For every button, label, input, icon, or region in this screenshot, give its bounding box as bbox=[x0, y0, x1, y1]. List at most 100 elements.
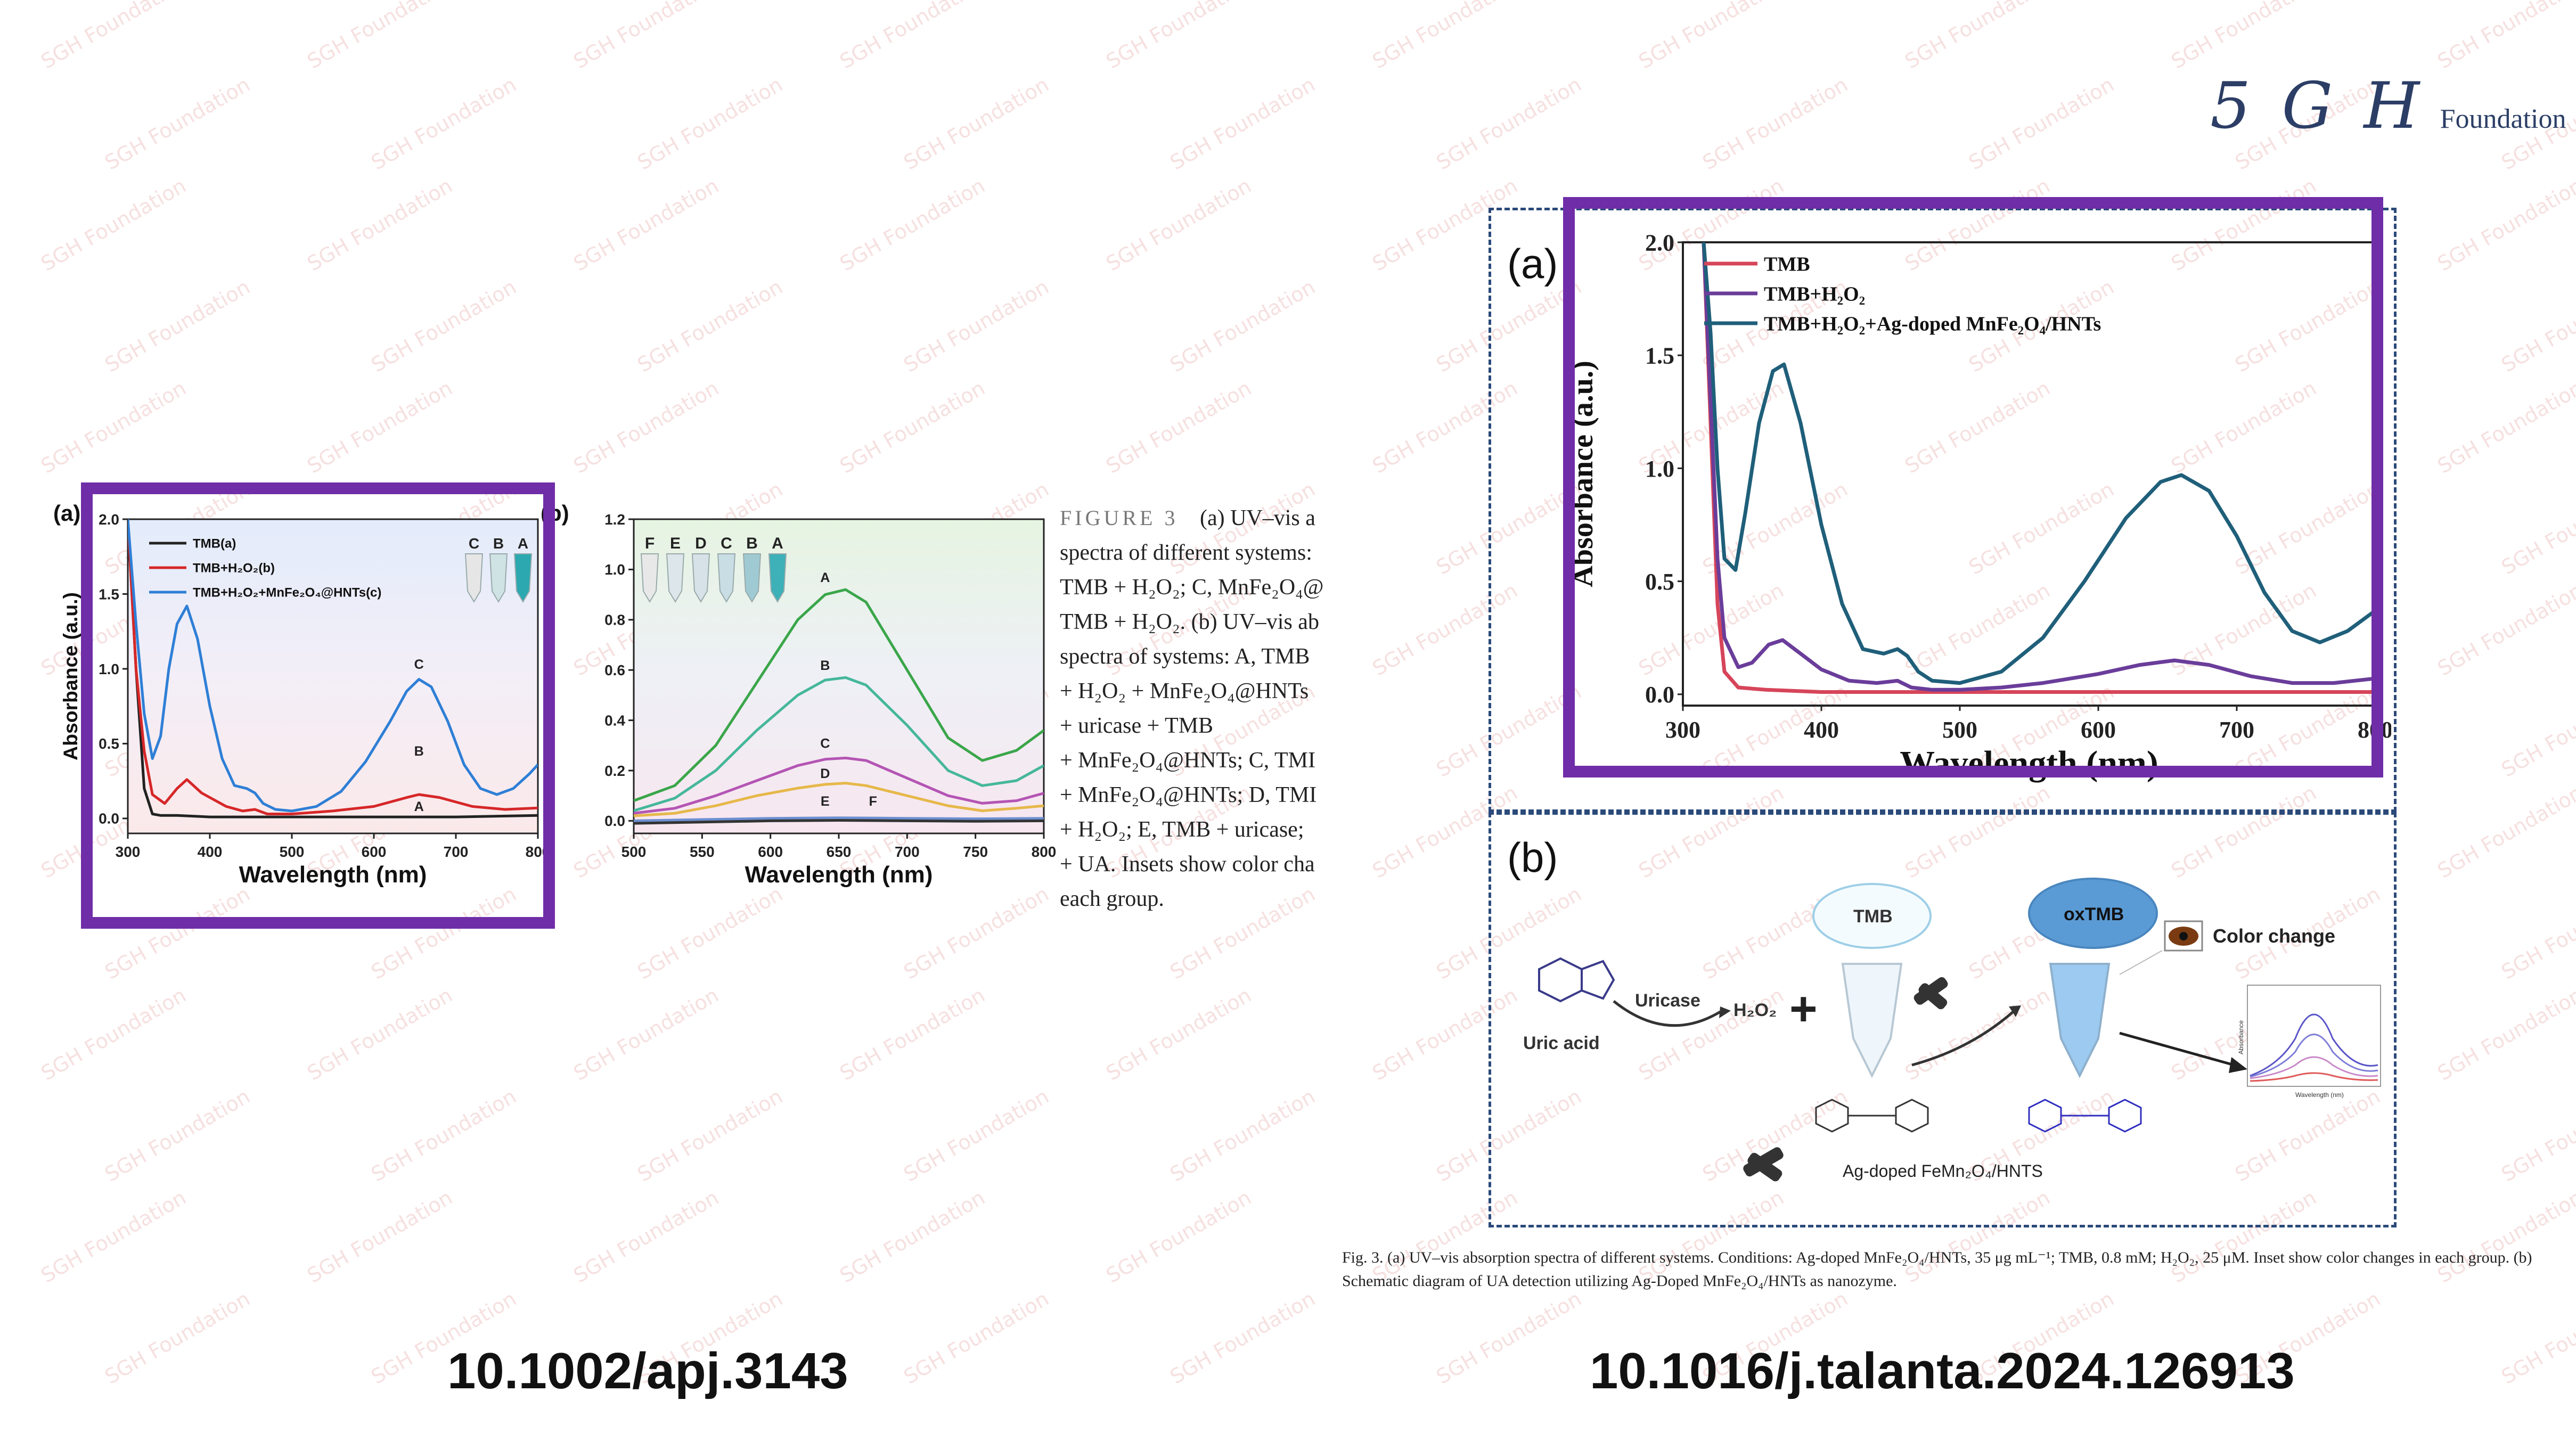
detect-arrow bbox=[2119, 1032, 2235, 1067]
uricase-arrowhead bbox=[1719, 1006, 1731, 1018]
uricase-arrow bbox=[1613, 1000, 1721, 1027]
legend-label: TMB bbox=[1764, 253, 1810, 275]
y-tick-label: 0.6 bbox=[604, 662, 625, 678]
caption-line: + uricase + TMB bbox=[1060, 714, 1214, 738]
caption-line: spectra of different systems: bbox=[1060, 541, 1312, 565]
inset-tube bbox=[768, 553, 787, 603]
nanozyme-label: Ag-doped FeMn₂O₄/HNTS bbox=[1843, 1161, 2043, 1181]
x-tick-label: 700 bbox=[444, 844, 469, 860]
x-axis-label: Wavelength (nm) bbox=[239, 862, 427, 888]
watermark-text: SGH Foundation bbox=[2497, 680, 2576, 782]
caption-line: (a) UV–vis a bbox=[1199, 506, 1315, 530]
y-tick-label: 2.0 bbox=[1645, 230, 1674, 256]
legend-label: TMB(a) bbox=[193, 536, 236, 551]
left-highlight-frame bbox=[81, 482, 555, 929]
y-tick-label: 0.5 bbox=[1645, 569, 1674, 595]
y-tick-label: 0.8 bbox=[604, 612, 625, 628]
y-tick-label: 1.5 bbox=[1645, 343, 1674, 369]
watermark-text: SGH Foundation bbox=[2497, 477, 2576, 579]
h2o2-label: H₂O₂ bbox=[1733, 1000, 1777, 1020]
mini-series-2 bbox=[2250, 1034, 2378, 1078]
x-tick-label: 500 bbox=[280, 844, 305, 860]
x-tick-label: 400 bbox=[198, 844, 223, 860]
watermark-text: SGH Foundation bbox=[836, 174, 989, 276]
watermark-text: SGH Foundation bbox=[367, 1084, 520, 1186]
nanozyme-catalyst-icon bbox=[1913, 977, 1948, 1010]
watermark-text: SGH Foundation bbox=[1102, 376, 1255, 478]
watermark-text: SGH Foundation bbox=[2497, 1287, 2576, 1389]
caption-line: TMB + H₂O₂. (b) UV–vis ab bbox=[1060, 610, 1319, 634]
x-tick-label: 600 bbox=[758, 844, 783, 860]
inset-tube bbox=[742, 553, 762, 603]
watermark-text: SGH Foundation bbox=[101, 275, 254, 377]
x-tick-label: 300 bbox=[1665, 717, 1700, 743]
eye-pupil-icon bbox=[2179, 932, 2188, 940]
caption-line: + H₂O₂ + MnFe₂O₄@HNTs bbox=[1060, 679, 1309, 703]
left-figure: 300 400 500 600 700 800 0.0 0.5 1.0 1.5 2.0 Wavelen… bbox=[53, 495, 1358, 921]
inset-tube-label: C bbox=[721, 535, 732, 552]
y-tick-label: 0.2 bbox=[604, 763, 625, 779]
watermark-text: SGH Foundation bbox=[836, 376, 989, 478]
watermark-text: SGH Foundation bbox=[2433, 376, 2576, 478]
watermark-text: SGH Foundation bbox=[37, 983, 190, 1085]
mini-spectra-chart: Wavelength (nm) Absorbance bbox=[2237, 985, 2381, 1099]
inset-tube bbox=[513, 553, 533, 603]
inset-tube-label: F bbox=[645, 535, 655, 552]
watermark-text: SGH Foundation bbox=[2433, 0, 2576, 73]
series-line-5 bbox=[634, 816, 1044, 822]
y-tick-label: 1.0 bbox=[1645, 456, 1674, 482]
y-tick-label: 2.0 bbox=[99, 511, 119, 528]
right-panel-a-frame bbox=[1489, 208, 2397, 812]
inset-tube-label: A bbox=[772, 535, 783, 552]
watermark-text: SGH Foundation bbox=[303, 376, 456, 478]
watermark-text: SGH Foundation bbox=[1901, 0, 2054, 73]
inset-tube bbox=[640, 553, 659, 603]
watermark-text: SGH Foundation bbox=[101, 1287, 254, 1389]
y-tick-label: 0.0 bbox=[1645, 682, 1674, 708]
caption-title: FIGURE 3 bbox=[1060, 506, 1179, 530]
inset-tube-label: A bbox=[518, 535, 528, 552]
watermark-text: SGH Foundation bbox=[1634, 0, 1788, 73]
y-tick-label: 0.0 bbox=[99, 811, 119, 827]
watermark-text: SGH Foundation bbox=[2433, 578, 2576, 681]
x-tick-label: 650 bbox=[827, 844, 852, 860]
curve-annotation: A bbox=[414, 799, 424, 814]
watermark-text: SGH Foundation bbox=[1166, 72, 1319, 175]
watermark-text: SGH Foundation bbox=[836, 983, 989, 1085]
caption-line: each group. bbox=[1060, 887, 1164, 911]
watermark-text: SGH Foundation bbox=[633, 72, 787, 175]
watermark-text: SGH Foundation bbox=[2167, 0, 2320, 73]
tmb-cloud bbox=[1812, 883, 1932, 949]
color-change-connector bbox=[2119, 950, 2163, 975]
oxtmb-cloud bbox=[2028, 878, 2158, 949]
y-tick-label: 0.4 bbox=[604, 712, 625, 728]
y-tick-label: 1.2 bbox=[604, 511, 625, 528]
watermark-text: SGH Foundation bbox=[2497, 882, 2576, 984]
x-tick-label: 300 bbox=[116, 844, 141, 860]
legend-label: TMB+H₂O₂+Ag-doped MnFe₂O₄/HNTs bbox=[1764, 313, 2101, 335]
series-line-4 bbox=[634, 782, 1044, 817]
detect-arrowhead bbox=[2229, 1057, 2247, 1073]
caption-line: + UA. Insets show color cha bbox=[1060, 852, 1315, 877]
watermark-text: SGH Foundation bbox=[569, 376, 723, 478]
right-highlight-frame bbox=[1563, 197, 2383, 777]
x-axis-label: Wavelength (nm) bbox=[745, 862, 933, 888]
inset-tube-label: B bbox=[493, 535, 504, 552]
doi-right: 10.1016/j.talanta.2024.126913 bbox=[1590, 1342, 2295, 1399]
series-line-6 bbox=[634, 819, 1044, 825]
watermark-text: SGH Foundation bbox=[1166, 275, 1319, 377]
watermark-text: SGH Foundation bbox=[569, 1185, 723, 1288]
curve-annotation: A bbox=[820, 570, 830, 585]
legend-label: TMB+H₂O₂ bbox=[1764, 283, 1865, 305]
inset-tube bbox=[717, 553, 736, 603]
left-chart-a: 300 400 500 600 700 8000.00.51.01.52.0Wavelen… bbox=[59, 511, 550, 888]
watermark-text: SGH Foundation bbox=[569, 174, 723, 276]
watermark-text: SGH Foundation bbox=[1432, 72, 1585, 175]
watermark-text: SGH Foundation bbox=[1698, 72, 1852, 175]
oxidation-arrow bbox=[1911, 1011, 2014, 1067]
y-tick-label: 1.0 bbox=[99, 661, 119, 677]
legend-label: TMB+H₂O₂(b) bbox=[193, 561, 275, 575]
left-chart-b: 500 550 600 650 700 750 800 0.0 0.2 0.4 0.6 0.8 1.0 1… bbox=[604, 511, 1056, 888]
watermark-text: SGH Foundation bbox=[2433, 781, 2576, 883]
tmb-molecule bbox=[1815, 1099, 1929, 1133]
